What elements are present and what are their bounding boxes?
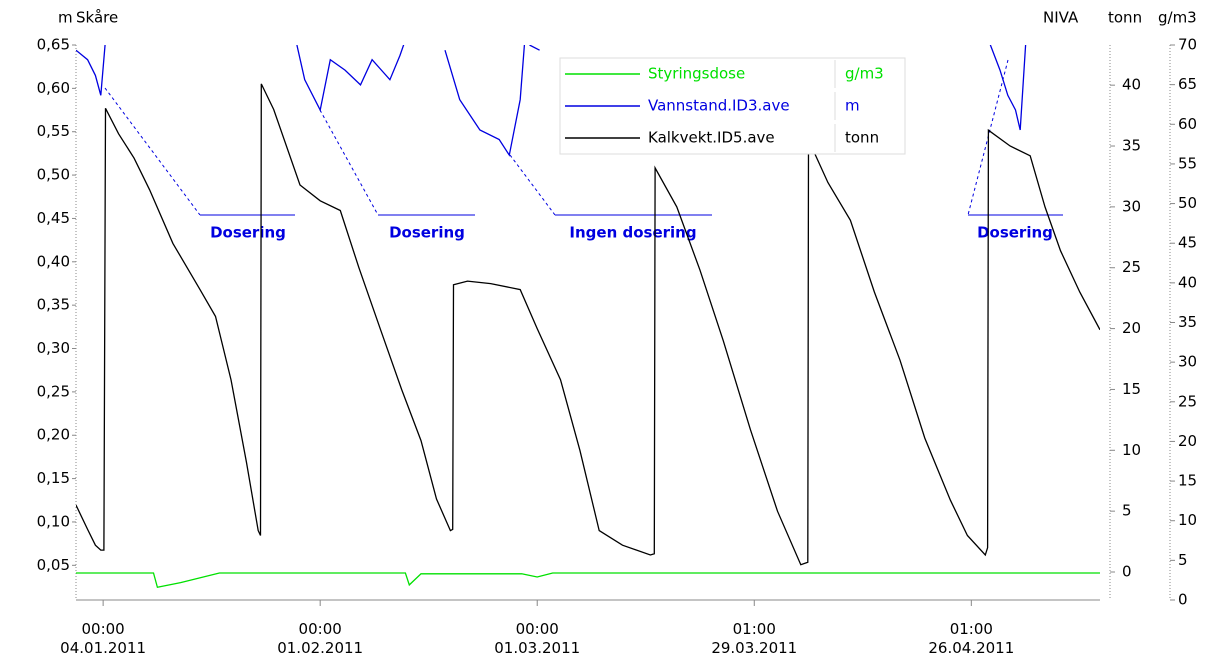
legend-unit: tonn: [845, 129, 879, 147]
y3-tick-label: 60: [1178, 115, 1197, 133]
legend-label: Vannstand.ID3.ave: [648, 97, 790, 115]
y3-tick-label: 65: [1178, 75, 1197, 93]
y-tick-label: 0,35: [37, 296, 70, 314]
y2-tick-label: 5: [1122, 502, 1132, 520]
y2-tick-label: 35: [1122, 137, 1141, 155]
chart-title: Skåre: [76, 9, 118, 27]
x-tick-label: 01:00 29.03.2011: [711, 620, 798, 657]
y-tick-label: 0,65: [37, 36, 70, 54]
y-tick-label: 0,60: [37, 79, 70, 97]
source-label: NIVA: [1043, 9, 1079, 27]
series-line: [76, 83, 1100, 566]
y3-tick-label: 30: [1178, 353, 1197, 371]
x-tick-label: 00:00 04.01.2011: [60, 620, 147, 657]
y2-tick-label: 0: [1122, 563, 1132, 581]
y3-tick-label: 35: [1178, 313, 1197, 331]
y3-tick-label: 70: [1178, 36, 1197, 54]
y2-tick-label: 40: [1122, 76, 1141, 94]
y2-tick-label: 10: [1122, 441, 1141, 459]
y-tick-label: 0,50: [37, 166, 70, 184]
y3-tick-label: 45: [1178, 234, 1197, 252]
legend: Styringsdose g/m3 Vannstand.ID3.ave m Kalkve…: [559, 57, 906, 155]
y3-tick-label: 5: [1178, 551, 1188, 569]
y-tick-label: 0,25: [37, 382, 70, 400]
x-tick-label: 00:00 01.02.2011: [277, 620, 364, 657]
y3-label: g/m3: [1158, 9, 1197, 27]
y-tick-label: 0,15: [37, 469, 70, 487]
annotation: Dosering: [389, 224, 465, 242]
y-tick-label: 0,40: [37, 252, 70, 270]
y-tick-label: 0,20: [37, 426, 70, 444]
y3-tick-label: 50: [1178, 194, 1197, 212]
y3-tick-label: 25: [1178, 392, 1197, 410]
y3-tick-label: 15: [1178, 472, 1197, 490]
annotation: Dosering: [210, 224, 286, 242]
annotation: Dosering: [977, 224, 1053, 242]
x-tick-label: 01:00 26.04.2011: [928, 620, 1015, 657]
legend-unit: g/m3: [845, 65, 884, 83]
series-line: [76, 572, 1100, 589]
y3-tick-label: 10: [1178, 511, 1197, 529]
y2-tick-label: 25: [1122, 258, 1141, 276]
annotation: Ingen dosering: [569, 224, 696, 242]
y3-tick-label: 20: [1178, 432, 1197, 450]
y-tick-label: 0,45: [37, 209, 70, 227]
y-tick-label: 0,10: [37, 512, 70, 530]
y3-tick-label: 55: [1178, 154, 1197, 172]
y3-tick-label: 0: [1178, 591, 1188, 609]
y2-tick-label: 20: [1122, 319, 1141, 337]
annotation-lines: [104, 59, 1063, 216]
y2-tick-label: 30: [1122, 197, 1141, 215]
y2-tick-label: 15: [1122, 380, 1141, 398]
y2-label: tonn: [1108, 9, 1142, 27]
x-tick-label: 00:00 01.03.2011: [494, 620, 581, 657]
y-tick-label: 0,55: [37, 122, 70, 140]
y-tick-label: 0,30: [37, 339, 70, 357]
series-line: [76, 45, 1027, 157]
legend-label: Styringsdose: [648, 65, 745, 83]
y-label: m: [58, 9, 73, 27]
y-tick-label: 0,05: [37, 556, 70, 574]
legend-label: Kalkvekt.ID5.ave: [648, 129, 775, 147]
annotations: Dosering Dosering Ingen dosering Doserin…: [210, 224, 1053, 242]
y3-tick-label: 40: [1178, 273, 1197, 291]
legend-unit: m: [845, 97, 860, 115]
plot: [76, 45, 1100, 589]
